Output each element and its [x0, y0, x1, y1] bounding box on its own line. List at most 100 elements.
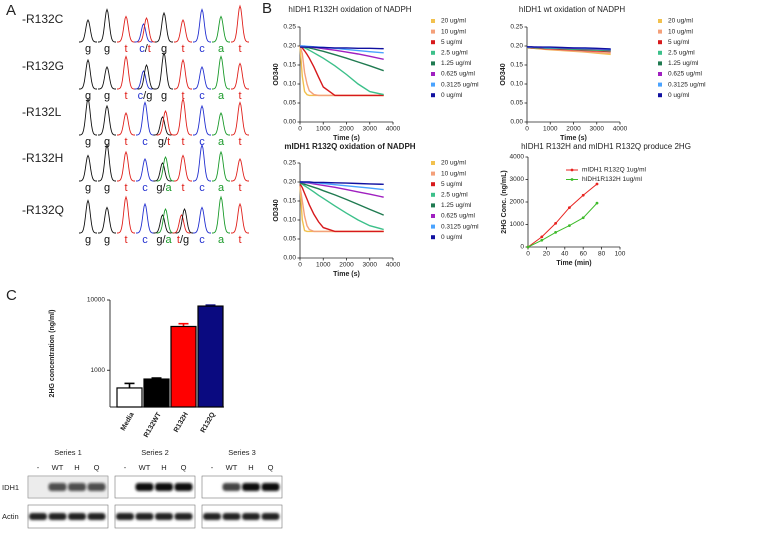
lane-label: -	[124, 463, 127, 472]
chart-title: hIDH1 R132H and mIDH1 R132Q produce 2HG	[521, 142, 691, 151]
y-tick-label: 0.25	[510, 24, 523, 31]
base-call: c	[142, 182, 148, 194]
chromatogram-peak	[153, 162, 172, 182]
data-point	[581, 216, 585, 220]
legend-label: 20 ug/ml	[668, 18, 693, 25]
legend-label: 5 ug/ml	[441, 181, 463, 188]
y-tick-label: 0.20	[283, 179, 296, 186]
y-tick-label: 0.20	[510, 43, 523, 50]
x-tick-label: 2000	[339, 262, 354, 269]
legend-swatch	[570, 178, 574, 181]
base-call: g	[104, 136, 110, 148]
legend-label: 1.25 ug/ml	[668, 60, 699, 67]
chromatogram-peak	[136, 202, 154, 234]
chromatogram-peak	[98, 206, 116, 234]
legend-swatch	[658, 19, 662, 23]
lane-label: H	[74, 463, 79, 472]
y-tick-label: 4000	[510, 154, 525, 161]
mutation-label: -R132G	[22, 59, 64, 73]
y-axis-label: OD340	[273, 63, 280, 85]
base-call: c	[199, 43, 205, 55]
legend-label: 1.25 ug/ml	[441, 60, 472, 67]
y-axis-label: 2HG Conc. (ng/mL)	[501, 170, 508, 233]
legend-label: 2.5 ug/ml	[441, 50, 468, 57]
legend-swatch	[431, 50, 435, 55]
legend-swatch	[431, 19, 435, 23]
chromatogram-peak	[193, 65, 211, 90]
legend-label: hIDH1R132H 1ug/ml	[582, 176, 643, 183]
base-call: t	[181, 43, 184, 55]
chromatogram-peak	[193, 143, 211, 182]
x-tick-label: 4000	[386, 262, 401, 269]
x-axis-label: Time (s)	[560, 135, 587, 142]
y-tick-label: 0.10	[283, 81, 296, 88]
chart-title: hIDH1 wt oxidation of NADPH	[519, 5, 625, 14]
x-tick-label: R132WT	[143, 411, 163, 439]
series-line	[300, 181, 384, 185]
base-call: t	[124, 234, 127, 246]
base-call: a	[218, 43, 225, 55]
legend-swatch	[431, 214, 435, 218]
lane-label: WT	[226, 463, 238, 472]
legend-swatch	[431, 72, 435, 76]
base-call: t	[238, 43, 241, 55]
y-axis-label: OD340	[273, 199, 280, 221]
base-call: a	[218, 90, 225, 102]
legend-swatch	[431, 182, 435, 187]
chromatogram-peak	[212, 111, 230, 136]
y-tick-label: 2000	[510, 199, 525, 206]
y-tick-label: 0.00	[283, 255, 296, 262]
blot-band	[155, 513, 173, 520]
x-axis-label: Time (s)	[333, 135, 360, 142]
base-call: t	[181, 136, 184, 148]
y-tick-label: 0.20	[283, 43, 296, 50]
bar	[116, 387, 143, 408]
base-call: t	[238, 234, 241, 246]
y-tick-label: 0.15	[510, 62, 523, 69]
chromatogram-peak	[156, 207, 175, 234]
chromatogram-peak	[79, 58, 97, 90]
legend-label: 0.625 ug/ml	[668, 71, 703, 78]
data-point	[595, 182, 599, 186]
chromatogram-peak	[231, 157, 249, 182]
legend-swatch	[658, 82, 662, 87]
blot-band	[68, 513, 86, 520]
panel-label: A	[6, 2, 16, 19]
chromatogram-peak	[79, 154, 97, 182]
data-point	[595, 201, 599, 205]
series-line	[299, 45, 384, 72]
chromatogram-peak	[212, 55, 230, 90]
base-call: t	[238, 90, 241, 102]
legend-swatch	[431, 235, 435, 240]
series-line	[299, 185, 384, 233]
legend-swatch	[570, 168, 574, 172]
legend-swatch	[658, 40, 662, 45]
base-call: t	[124, 90, 127, 102]
legend-label: 0.3125 ug/ml	[441, 81, 479, 88]
series-line	[299, 182, 384, 216]
legend-label: 10 ug/ml	[668, 28, 693, 35]
chromatogram-peak	[212, 150, 230, 182]
base-call: g/a	[156, 234, 172, 246]
chromatogram-peak	[117, 55, 135, 90]
chromatogram-peak	[231, 62, 249, 90]
legend-swatch	[431, 93, 435, 98]
legend-label: 5 ug/ml	[441, 39, 463, 46]
legend-label: 1.25 ug/ml	[441, 202, 472, 209]
base-call: g	[104, 182, 110, 194]
chromatogram-peak	[231, 4, 249, 43]
chromatogram-peak	[134, 70, 153, 90]
base-call: g	[161, 43, 167, 55]
y-tick-label: 0.25	[283, 160, 296, 167]
blot-band	[261, 513, 280, 520]
legend-label: 0.625 ug/ml	[441, 213, 476, 220]
y-tick-label: 1000	[510, 221, 525, 228]
base-call: t	[124, 182, 127, 194]
blot-frame	[201, 504, 283, 529]
chromatogram-peak	[137, 16, 156, 43]
chromatogram-peak	[193, 104, 211, 136]
data-point	[526, 245, 530, 249]
base-call: g	[104, 43, 110, 55]
x-tick-label: 1000	[316, 126, 331, 133]
base-call: g	[104, 234, 110, 246]
